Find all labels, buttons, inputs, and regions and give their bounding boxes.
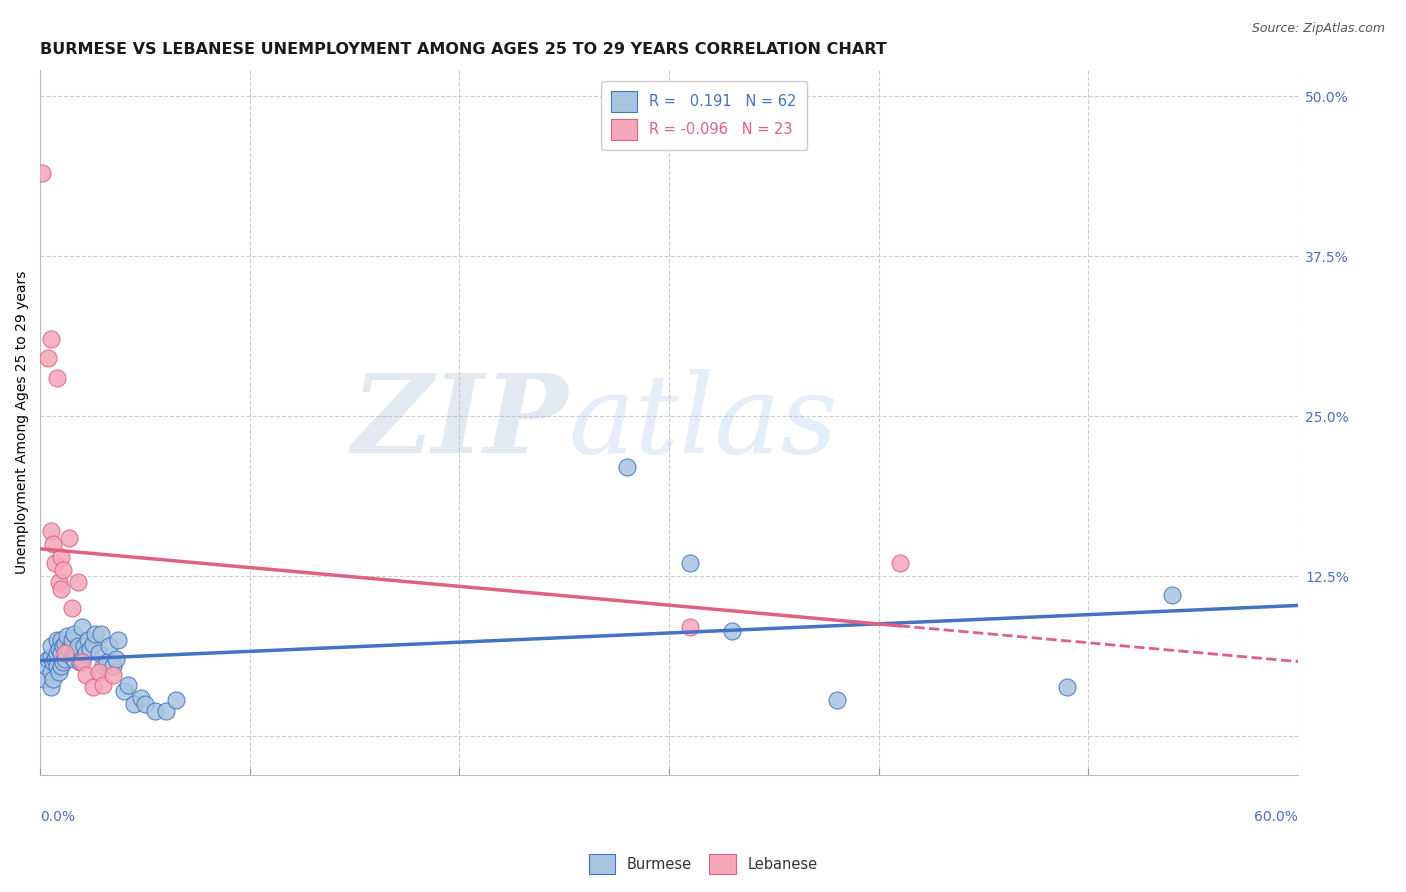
Point [53, 637, 76, 651]
Point [96, 655, 118, 669]
Point [44, 652, 66, 666]
Point [58, 642, 80, 657]
Point [70, 620, 93, 634]
Text: Source: ZipAtlas.com: Source: ZipAtlas.com [1251, 22, 1385, 36]
Point [103, 658, 125, 673]
Point [53, 646, 76, 660]
Point [45, 633, 67, 648]
Point [77, 633, 100, 648]
Text: ZIP: ZIP [352, 368, 568, 476]
Point [45, 370, 67, 384]
Point [679, 620, 702, 634]
Point [60, 649, 83, 664]
Text: 60.0%: 60.0% [1254, 810, 1298, 824]
Point [62, 652, 84, 666]
Point [87, 665, 110, 679]
Point [37, 652, 59, 666]
Point [41, 672, 63, 686]
Point [145, 704, 167, 718]
Point [69, 655, 91, 669]
Point [45, 658, 67, 673]
Legend: Burmese, Lebanese: Burmese, Lebanese [583, 848, 823, 880]
Point [103, 667, 125, 681]
Point [56, 629, 79, 643]
Point [1056, 681, 1078, 695]
Point [889, 556, 911, 570]
Point [48, 575, 70, 590]
Point [87, 646, 110, 660]
Point [49, 658, 72, 673]
Point [104, 652, 127, 666]
Point [91, 658, 114, 673]
Point [62, 626, 84, 640]
Point [124, 697, 146, 711]
Text: BURMESE VS LEBANESE UNEMPLOYMENT AMONG AGES 25 TO 29 YEARS CORRELATION CHART: BURMESE VS LEBANESE UNEMPLOYMENT AMONG A… [41, 42, 887, 57]
Point [49, 549, 72, 564]
Point [37, 351, 59, 366]
Point [75, 646, 97, 660]
Point [52, 640, 75, 654]
Point [1161, 588, 1184, 602]
Point [90, 626, 112, 640]
Point [70, 655, 93, 669]
Point [53, 652, 76, 666]
Point [48, 665, 70, 679]
Point [83, 626, 105, 640]
Point [112, 684, 135, 698]
Point [73, 640, 96, 654]
Point [39, 665, 62, 679]
Point [82, 681, 104, 695]
Point [70, 652, 93, 666]
Point [52, 563, 75, 577]
Point [60, 633, 83, 648]
Point [39, 640, 62, 654]
Point [66, 640, 89, 654]
Y-axis label: Unemployment Among Ages 25 to 29 years: Unemployment Among Ages 25 to 29 years [15, 271, 30, 574]
Point [117, 678, 139, 692]
Point [48, 642, 70, 657]
Point [58, 531, 80, 545]
Text: atlas: atlas [568, 368, 838, 476]
Point [60, 601, 83, 615]
Point [56, 646, 79, 660]
Point [165, 693, 187, 707]
Point [34, 672, 56, 686]
Point [49, 582, 72, 596]
Point [45, 646, 67, 660]
Point [616, 460, 638, 475]
Point [825, 693, 848, 707]
Point [91, 678, 114, 692]
Point [35, 658, 58, 673]
Point [66, 575, 89, 590]
Point [82, 637, 104, 651]
Point [31, 166, 53, 180]
Point [39, 524, 62, 539]
Point [129, 690, 152, 705]
Point [721, 624, 744, 639]
Point [39, 681, 62, 695]
Point [65, 646, 87, 660]
Point [41, 655, 63, 669]
Point [41, 537, 63, 551]
Point [134, 697, 156, 711]
Point [52, 655, 75, 669]
Point [679, 556, 702, 570]
Point [98, 640, 121, 654]
Point [39, 332, 62, 346]
Point [44, 556, 66, 570]
Point [155, 704, 177, 718]
Point [49, 633, 72, 648]
Point [79, 642, 101, 657]
Point [49, 646, 72, 660]
Text: 0.0%: 0.0% [41, 810, 75, 824]
Point [75, 667, 97, 681]
Point [107, 633, 129, 648]
Legend: R =   0.191   N = 62, R = -0.096   N = 23: R = 0.191 N = 62, R = -0.096 N = 23 [600, 81, 807, 150]
Point [39, 649, 62, 664]
